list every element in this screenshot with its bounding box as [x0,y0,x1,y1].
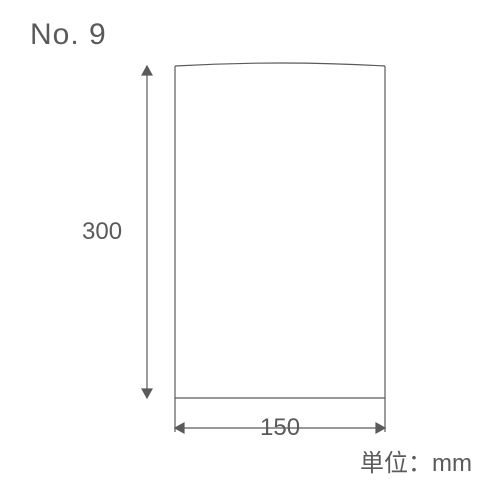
diagram-canvas: No. 9 300 150 単位：mm [0,0,500,500]
diagram-svg [0,0,500,500]
